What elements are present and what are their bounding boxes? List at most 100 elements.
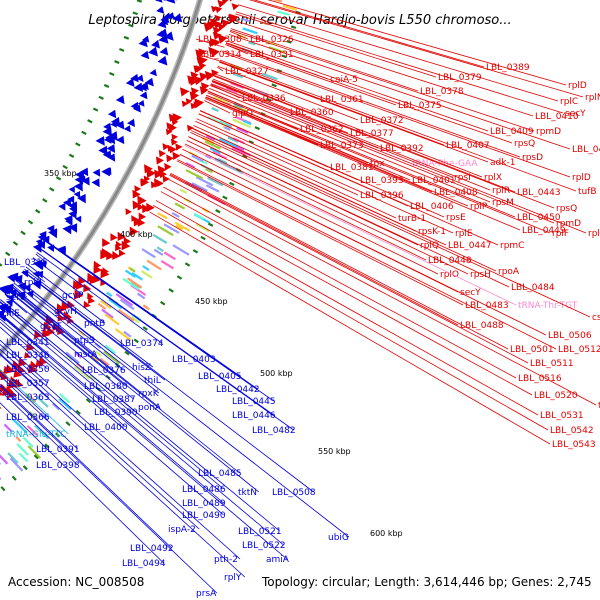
forward-gene-arrow bbox=[115, 244, 122, 252]
forward-gene-arrow bbox=[110, 233, 118, 242]
forward-leader-line bbox=[153, 204, 549, 431]
forward-leader-line bbox=[186, 140, 469, 275]
forward-leader-line bbox=[196, 118, 454, 234]
forward-gene-label: LBL_0372 bbox=[360, 116, 404, 126]
reverse-leader-line bbox=[0, 313, 48, 356]
forward-gene-arrow bbox=[217, 23, 226, 31]
gc-skew-mark bbox=[55, 432, 61, 438]
forward-gene-label: LBL_0331 bbox=[250, 50, 294, 60]
reverse-leader-line bbox=[0, 299, 280, 532]
forward-leader-line bbox=[222, 52, 571, 178]
reverse-gene-arrow bbox=[155, 0, 163, 3]
reverse-leader-line bbox=[0, 339, 48, 384]
forward-leader-line bbox=[210, 83, 587, 234]
forward-gene-label: LBL_0520 bbox=[534, 391, 578, 401]
reverse-gene-label: tktN bbox=[238, 488, 257, 498]
feature-track-mark bbox=[160, 259, 175, 270]
feature-track-mark bbox=[172, 244, 190, 256]
gc-skew-mark bbox=[160, 300, 166, 306]
reverse-gene-arrow bbox=[81, 176, 90, 186]
feature-track-mark bbox=[175, 224, 184, 231]
forward-gene-arrow bbox=[132, 189, 141, 199]
forward-leader-line bbox=[267, 0, 567, 86]
reverse-gene-label: LBL_0490 bbox=[182, 511, 226, 521]
tick-550-kbp: 550 kbp bbox=[318, 447, 351, 456]
gc-skew-mark bbox=[136, 0, 143, 3]
feature-track-mark bbox=[191, 182, 208, 192]
feature-track-mark bbox=[206, 134, 216, 141]
reverse-leader-line bbox=[32, 257, 84, 296]
reverse-leader-line bbox=[0, 348, 200, 530]
gc-skew-mark bbox=[132, 11, 138, 16]
forward-gene-arrow bbox=[142, 204, 151, 214]
forward-gene-label: rplQ bbox=[420, 241, 439, 251]
forward-gene-arrow bbox=[154, 169, 163, 179]
forward-gene-arrow bbox=[74, 289, 84, 300]
gc-skew-mark bbox=[33, 454, 39, 460]
forward-gene-arrow bbox=[200, 72, 209, 81]
feature-track-mark bbox=[232, 104, 249, 113]
feature-track-mark bbox=[195, 223, 210, 233]
forward-leader-line bbox=[214, 73, 483, 178]
feature-track-mark bbox=[9, 457, 24, 472]
forward-leader-line bbox=[182, 148, 439, 275]
feature-track-mark bbox=[142, 304, 150, 311]
feature-track-mark bbox=[207, 176, 224, 187]
feature-track-mark bbox=[261, 72, 278, 81]
forward-gene-label: LBL_0447 bbox=[448, 241, 492, 251]
feature-track-mark bbox=[77, 329, 86, 337]
forward-gene-arrow bbox=[75, 280, 85, 290]
reverse-leader-line bbox=[0, 321, 224, 516]
reverse-gene-label: tRNA-Glu-TTC bbox=[6, 430, 66, 440]
forward-gene-label: LBL_0516 bbox=[518, 374, 562, 384]
feature-track-mark bbox=[141, 270, 153, 279]
reverse-leader-line bbox=[9, 287, 160, 408]
forward-leader-line bbox=[195, 120, 359, 196]
forward-gene-label: rplE bbox=[455, 229, 473, 239]
reverse-gene-arrow bbox=[151, 39, 160, 49]
feature-track-mark bbox=[130, 316, 140, 324]
forward-gene-label: rpsK-1 bbox=[418, 227, 446, 237]
feature-track-mark bbox=[7, 452, 19, 464]
reverse-gene-arrow bbox=[48, 228, 58, 239]
forward-leader-line bbox=[177, 159, 557, 350]
gc-skew-mark bbox=[85, 398, 92, 404]
gc-skew-mark bbox=[109, 72, 115, 77]
reverse-gene-arrow bbox=[91, 178, 100, 188]
reverse-gene-label: LBL_0350 bbox=[6, 365, 50, 375]
reverse-leader-line bbox=[0, 301, 224, 490]
reverse-gene-arrow bbox=[4, 283, 14, 293]
reverse-gene-arrow bbox=[162, 0, 166, 1]
forward-gene-label: rpsQ bbox=[514, 139, 535, 149]
forward-gene-arrow bbox=[222, 0, 229, 5]
feature-track-mark bbox=[191, 154, 204, 163]
gc-skew-mark bbox=[215, 209, 221, 214]
forward-gene-arrow bbox=[18, 357, 27, 367]
reverse-gene-arrow bbox=[138, 38, 148, 48]
forward-gene-label: tRNA-Phe-GAA bbox=[412, 159, 478, 169]
reverse-gene-arrow bbox=[64, 215, 73, 224]
gc-skew-mark bbox=[192, 249, 199, 254]
forward-gene-arrow bbox=[172, 151, 181, 160]
reverse-leader-line bbox=[0, 385, 218, 594]
feature-track-mark bbox=[0, 454, 9, 465]
gc-skew-mark bbox=[12, 241, 19, 246]
forward-gene-arrow bbox=[117, 231, 127, 241]
reverse-gene-label: ubiG bbox=[328, 533, 349, 543]
forward-leader-line bbox=[206, 94, 411, 181]
forward-leader-line bbox=[192, 128, 447, 246]
forward-leader-line bbox=[195, 53, 220, 62]
forward-gene-arrow bbox=[143, 175, 151, 183]
reverse-gene-labels: LBL_0315 rpiB serC gcvP fliE gcvH pntB gcvT LBL_… bbox=[0, 239, 350, 599]
feature-track-mark bbox=[114, 328, 132, 342]
forward-leader-line bbox=[225, 44, 397, 106]
feature-track-mark bbox=[263, 39, 278, 47]
reverse-gene-label: fliE bbox=[6, 309, 20, 319]
reverse-leader-line bbox=[25, 266, 46, 283]
tick-400-kbp: 400 kbp bbox=[120, 230, 153, 239]
genome-backbone bbox=[0, 0, 202, 356]
forward-leader-line bbox=[205, 96, 469, 207]
reverse-gene-arrow bbox=[36, 270, 44, 279]
forward-gene-arrow bbox=[187, 124, 194, 132]
feature-track-mark bbox=[185, 162, 196, 169]
